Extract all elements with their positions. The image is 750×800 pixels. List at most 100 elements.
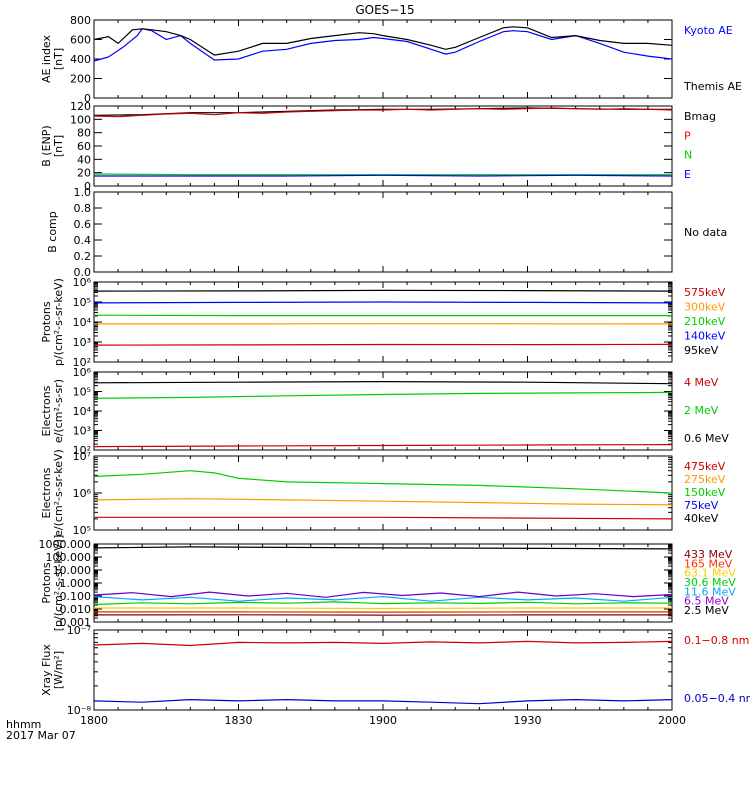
legend-entry: 4 MeV — [684, 376, 719, 389]
legend-entry: 63.1 MeV — [684, 567, 736, 580]
panel-electrons1: 10² 10³ 10⁴ 10⁵ 10⁶ Electrons e/(cm²-s-sr) 4 Me… — [40, 366, 729, 457]
legend-entry: 6.5 MeV — [684, 595, 729, 608]
series-line-4-mev — [93, 444, 673, 448]
figure-title: GOES−15 — [355, 3, 414, 17]
legend-entry: 433 MeV — [684, 548, 733, 561]
y-tick-label: 10⁶ — [73, 487, 92, 500]
legend-entry: 0.6 MeV — [684, 432, 729, 445]
series-line-0-6-mev — [93, 380, 673, 385]
panel-frame — [93, 191, 673, 273]
y-axis-label: [nT] — [52, 135, 65, 157]
y-tick-label: 40 — [77, 153, 91, 166]
y-tick-label: 800 — [70, 14, 91, 27]
y-tick-label: 0.100 — [60, 590, 92, 603]
y-tick-label: 10⁻⁸ — [67, 704, 92, 717]
y-tick-label: 10⁴ — [73, 405, 92, 418]
y-tick-label: 10³ — [73, 425, 91, 438]
y-tick-label: 10⁷ — [73, 450, 91, 463]
y-axis-label: [W/m²] — [52, 651, 65, 689]
legend-entry: 165 MeV — [684, 557, 733, 570]
y-tick-label: 10.000 — [53, 564, 92, 577]
legend-entry: 275keV — [684, 473, 726, 486]
series-line-themis-ae — [93, 26, 673, 56]
legend-entry: 0.05−0.4 nm — [684, 692, 750, 705]
legend-entry: Kyoto AE — [684, 24, 733, 37]
y-tick-label: 0 — [84, 92, 91, 105]
legend-entry: 30.6 MeV — [684, 576, 736, 589]
series-line-6-5-mev — [93, 591, 673, 598]
panel-xray: 10⁻⁸ 10⁻⁷ Xray Flux [W/m²] 0.1−0.8 nm 0.05−0.… — [40, 624, 750, 727]
y-tick-label: 400 — [70, 53, 91, 66]
series-line-2-5-mev — [93, 546, 673, 550]
y-tick-label: 10⁶ — [73, 366, 92, 379]
y-tick-label: 100.000 — [46, 551, 92, 564]
legend-entry: 475keV — [684, 460, 726, 473]
panel-frame — [93, 281, 673, 363]
legend-entry: E — [684, 168, 691, 181]
panel-frame — [93, 19, 673, 99]
y-tick-label: 60 — [77, 140, 91, 153]
date-label: 2017 Mar 07 — [6, 729, 76, 742]
y-axis-label: e/(cm²-s-sr-keV) — [52, 449, 65, 537]
y-tick-label: 120 — [70, 100, 91, 113]
series-line-e — [94, 174, 673, 177]
legend-entry: Themis AE — [683, 80, 742, 93]
y-tick-label: 0.0 — [74, 266, 92, 279]
series-line-575kev — [93, 343, 673, 346]
y-axis-label: B comp — [46, 211, 59, 253]
y-tick-label: 10⁵ — [73, 524, 91, 537]
panel-protons2: 0.0010.0100.1001.00010.000100.0001000.00… — [39, 535, 737, 632]
y-axis-label: AE index — [40, 34, 53, 83]
legend-entry: 40keV — [684, 512, 719, 525]
x-tick-label: 1900 — [369, 714, 397, 727]
y-tick-label: 0.010 — [60, 603, 92, 616]
legend-entry: 300keV — [684, 301, 726, 314]
x-tick-label: 1800 — [80, 714, 108, 727]
panel-frame — [93, 371, 673, 451]
series-line-140kev — [93, 301, 673, 304]
series-line-2-mev — [93, 391, 673, 399]
y-tick-label: 80 — [77, 127, 91, 140]
y-tick-label: 0.001 — [60, 616, 92, 629]
legend-entry: 11.6 MeV — [684, 585, 736, 598]
legend-entry: P — [684, 129, 691, 142]
series-line-63-1-mev — [94, 607, 672, 610]
y-tick-label: 10⁴ — [73, 316, 92, 329]
series-line-150kev — [93, 470, 673, 494]
series-line-n — [93, 173, 672, 176]
series-line-p — [93, 107, 673, 118]
y-axis-label: B (ENP) — [40, 125, 53, 166]
y-tick-label: 0.4 — [74, 234, 92, 247]
panel-frame — [93, 629, 673, 711]
legend-entry: 2 MeV — [684, 404, 719, 417]
panel-electrons2: 10⁵ 10⁶ 10⁷ Electrons e/(cm²-s-sr-keV) 475keV… — [40, 449, 726, 537]
y-tick-label: 10² — [73, 356, 91, 369]
series-line-0-1-0-8-nm — [93, 640, 673, 647]
y-tick-label: 0.6 — [74, 218, 92, 231]
panel-ae: 0 200 400 600 800 AE index [nT] Kyoto AE Themis … — [40, 14, 742, 105]
y-tick-label: 10⁵ — [73, 386, 91, 399]
y-axis-label: e/(cm²-s-sr) — [52, 379, 65, 443]
legend-entry: 2.5 MeV — [684, 604, 729, 617]
panel-bcomp: 0.0 0.2 0.4 0.6 0.8 1.0 B comp No data — [46, 186, 727, 279]
y-tick-label: 10⁻⁷ — [67, 624, 91, 637]
y-tick-label: 200 — [70, 73, 91, 86]
x-tick-label: 1930 — [514, 714, 542, 727]
y-axis-label: Electrons — [40, 385, 53, 436]
series-line-475kev — [94, 516, 673, 520]
legend-entry: Bmag — [684, 110, 716, 123]
series-line-30-6-mev — [93, 601, 673, 606]
legend-entry: 0.1−0.8 nm — [684, 634, 749, 647]
y-axis-label: Protons — [40, 562, 53, 603]
y-tick-label: 10⁵ — [73, 296, 91, 309]
y-tick-label: 100 — [70, 113, 91, 126]
y-axis-label: Electrons — [40, 467, 53, 518]
y-tick-label: 0.2 — [74, 250, 92, 263]
legend-entry: 150keV — [684, 486, 726, 499]
x-tick-label: 1830 — [225, 714, 253, 727]
legend-entry: 210keV — [684, 315, 726, 328]
y-tick-label: 0 — [84, 180, 91, 193]
y-tick-label: 10³ — [73, 336, 91, 349]
